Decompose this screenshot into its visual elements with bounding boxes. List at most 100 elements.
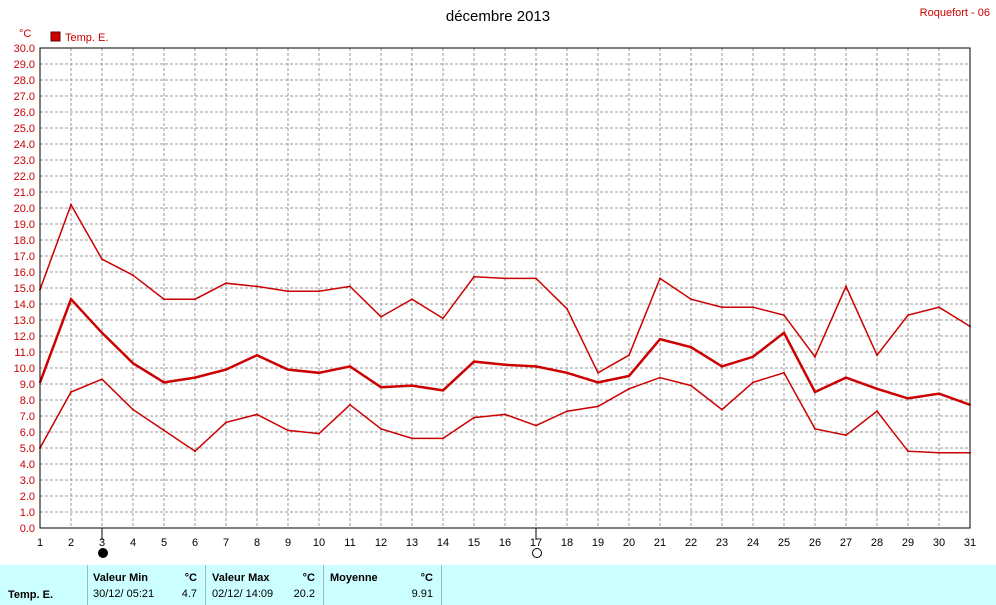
data-point-mean xyxy=(535,365,537,368)
y-tick-label: 14.0 xyxy=(14,299,35,311)
data-point-max xyxy=(814,355,816,358)
y-tick-label: 2.0 xyxy=(20,491,35,503)
data-point-min xyxy=(318,432,320,435)
x-tick-label: 24 xyxy=(747,537,759,549)
data-point-mean xyxy=(194,376,196,379)
data-point-max xyxy=(783,314,785,317)
data-point-max xyxy=(752,306,754,309)
data-point-min xyxy=(70,391,72,393)
grid xyxy=(40,48,970,528)
x-tick-label: 25 xyxy=(778,537,790,549)
legend-swatch xyxy=(50,31,61,42)
data-point-mean xyxy=(163,381,165,384)
data-point-mean xyxy=(814,391,816,393)
y-tick-label: 6.0 xyxy=(20,427,35,439)
data-point-max xyxy=(721,306,723,309)
y-tick-label: 27.0 xyxy=(14,91,35,103)
y-tick-label: 19.0 xyxy=(14,219,35,231)
data-point-mean xyxy=(225,368,227,371)
x-tick-label: 12 xyxy=(375,537,387,549)
full-moon-icon xyxy=(532,548,542,558)
data-point-mean xyxy=(132,362,134,365)
min-unit: °C xyxy=(184,572,197,584)
x-tick-label: 13 xyxy=(406,537,418,549)
data-point-max xyxy=(70,203,72,206)
y-axis: 0.0 1.0 2.0 3.0 4.0 5.0 6.0 7.0 8.0 9.0 10.0 11.0 12… xyxy=(14,43,35,535)
data-point-mean xyxy=(752,355,754,358)
data-point-min xyxy=(504,413,506,416)
stats-max-cell: Valeur Max °C 02/12/ 14:09 20.2 xyxy=(206,565,324,605)
data-point-mean xyxy=(876,387,878,390)
data-point-min xyxy=(907,450,909,453)
x-tick-label: 17 xyxy=(530,537,542,549)
data-point-mean xyxy=(256,354,258,357)
x-tick-label: 19 xyxy=(592,537,604,549)
data-point-max xyxy=(256,285,258,288)
y-tick-label: 30.0 xyxy=(14,43,35,55)
data-point-min xyxy=(597,405,599,408)
data-point-mean xyxy=(473,360,475,363)
x-tick-label: 4 xyxy=(130,537,136,549)
max-label: Valeur Max xyxy=(212,572,270,584)
moon-phases xyxy=(98,528,542,558)
data-point-mean xyxy=(907,397,909,400)
data-point-max xyxy=(380,315,382,318)
y-tick-label: 16.0 xyxy=(14,267,35,279)
x-tick-label: 21 xyxy=(654,537,666,549)
data-point-mean xyxy=(349,365,351,368)
mean-label: Moyenne xyxy=(330,572,378,584)
x-tick-label: 2 xyxy=(68,537,74,549)
mean-value: 9.91 xyxy=(411,588,433,600)
x-tick-label: 3 xyxy=(99,537,105,549)
y-tick-label: 4.0 xyxy=(20,459,35,471)
data-point-max xyxy=(318,290,320,293)
data-point-max xyxy=(473,275,475,278)
x-tick-label: 6 xyxy=(192,537,198,549)
data-point-min xyxy=(194,450,196,453)
x-tick-label: 7 xyxy=(223,537,229,549)
x-tick-label: 29 xyxy=(902,537,914,549)
x-tick-label: 18 xyxy=(561,537,573,549)
data-point-max xyxy=(938,306,940,309)
y-tick-label: 0.0 xyxy=(20,523,35,535)
max-unit: °C xyxy=(302,572,315,584)
data-point-max xyxy=(411,298,413,301)
data-point-mean xyxy=(287,368,289,371)
x-tick-label: 9 xyxy=(285,537,291,549)
data-point-mean xyxy=(318,371,320,374)
data-point-min xyxy=(938,451,940,454)
y-tick-label: 17.0 xyxy=(14,251,35,263)
data-point-mean xyxy=(566,371,568,374)
data-point-max xyxy=(597,371,599,374)
y-tick-label: 12.0 xyxy=(14,331,35,343)
max-value: 20.2 xyxy=(293,588,315,600)
data-point-mean xyxy=(70,298,72,301)
data-point-mean xyxy=(597,381,599,384)
data-point-max xyxy=(287,290,289,293)
data-point-mean xyxy=(721,365,723,368)
data-point-mean xyxy=(628,375,630,377)
x-tick-label: 16 xyxy=(499,537,511,549)
data-point-min xyxy=(380,427,382,430)
data-point-max xyxy=(876,354,878,357)
y-tick-label: 21.0 xyxy=(14,187,35,199)
data-point-max xyxy=(194,298,196,301)
y-tick-label: 22.0 xyxy=(14,171,35,183)
min-datetime: 30/12/ 05:21 xyxy=(93,588,155,600)
x-tick-label: 26 xyxy=(809,537,821,549)
y-tick-label: 25.0 xyxy=(14,123,35,135)
data-point-min xyxy=(752,381,754,384)
x-axis: 1 2 3 4 5 6 7 8 9 10 11 12 13 14 15 16 17 18 19 20 21 22 23 24 2… xyxy=(37,537,976,549)
data-point-min xyxy=(814,427,816,430)
x-tick-label: 31 xyxy=(964,537,976,549)
data-point-max xyxy=(628,354,630,357)
mean-unit: °C xyxy=(420,572,433,584)
min-value: 4.7 xyxy=(181,588,197,600)
y-tick-label: 29.0 xyxy=(14,59,35,71)
stats-mean-cell: Moyenne °C 9.91 xyxy=(324,565,442,605)
data-point-max xyxy=(442,317,444,320)
x-tick-label: 27 xyxy=(840,537,852,549)
data-point-min xyxy=(876,410,878,413)
data-point-max xyxy=(535,277,537,280)
y-tick-label: 28.0 xyxy=(14,75,35,87)
